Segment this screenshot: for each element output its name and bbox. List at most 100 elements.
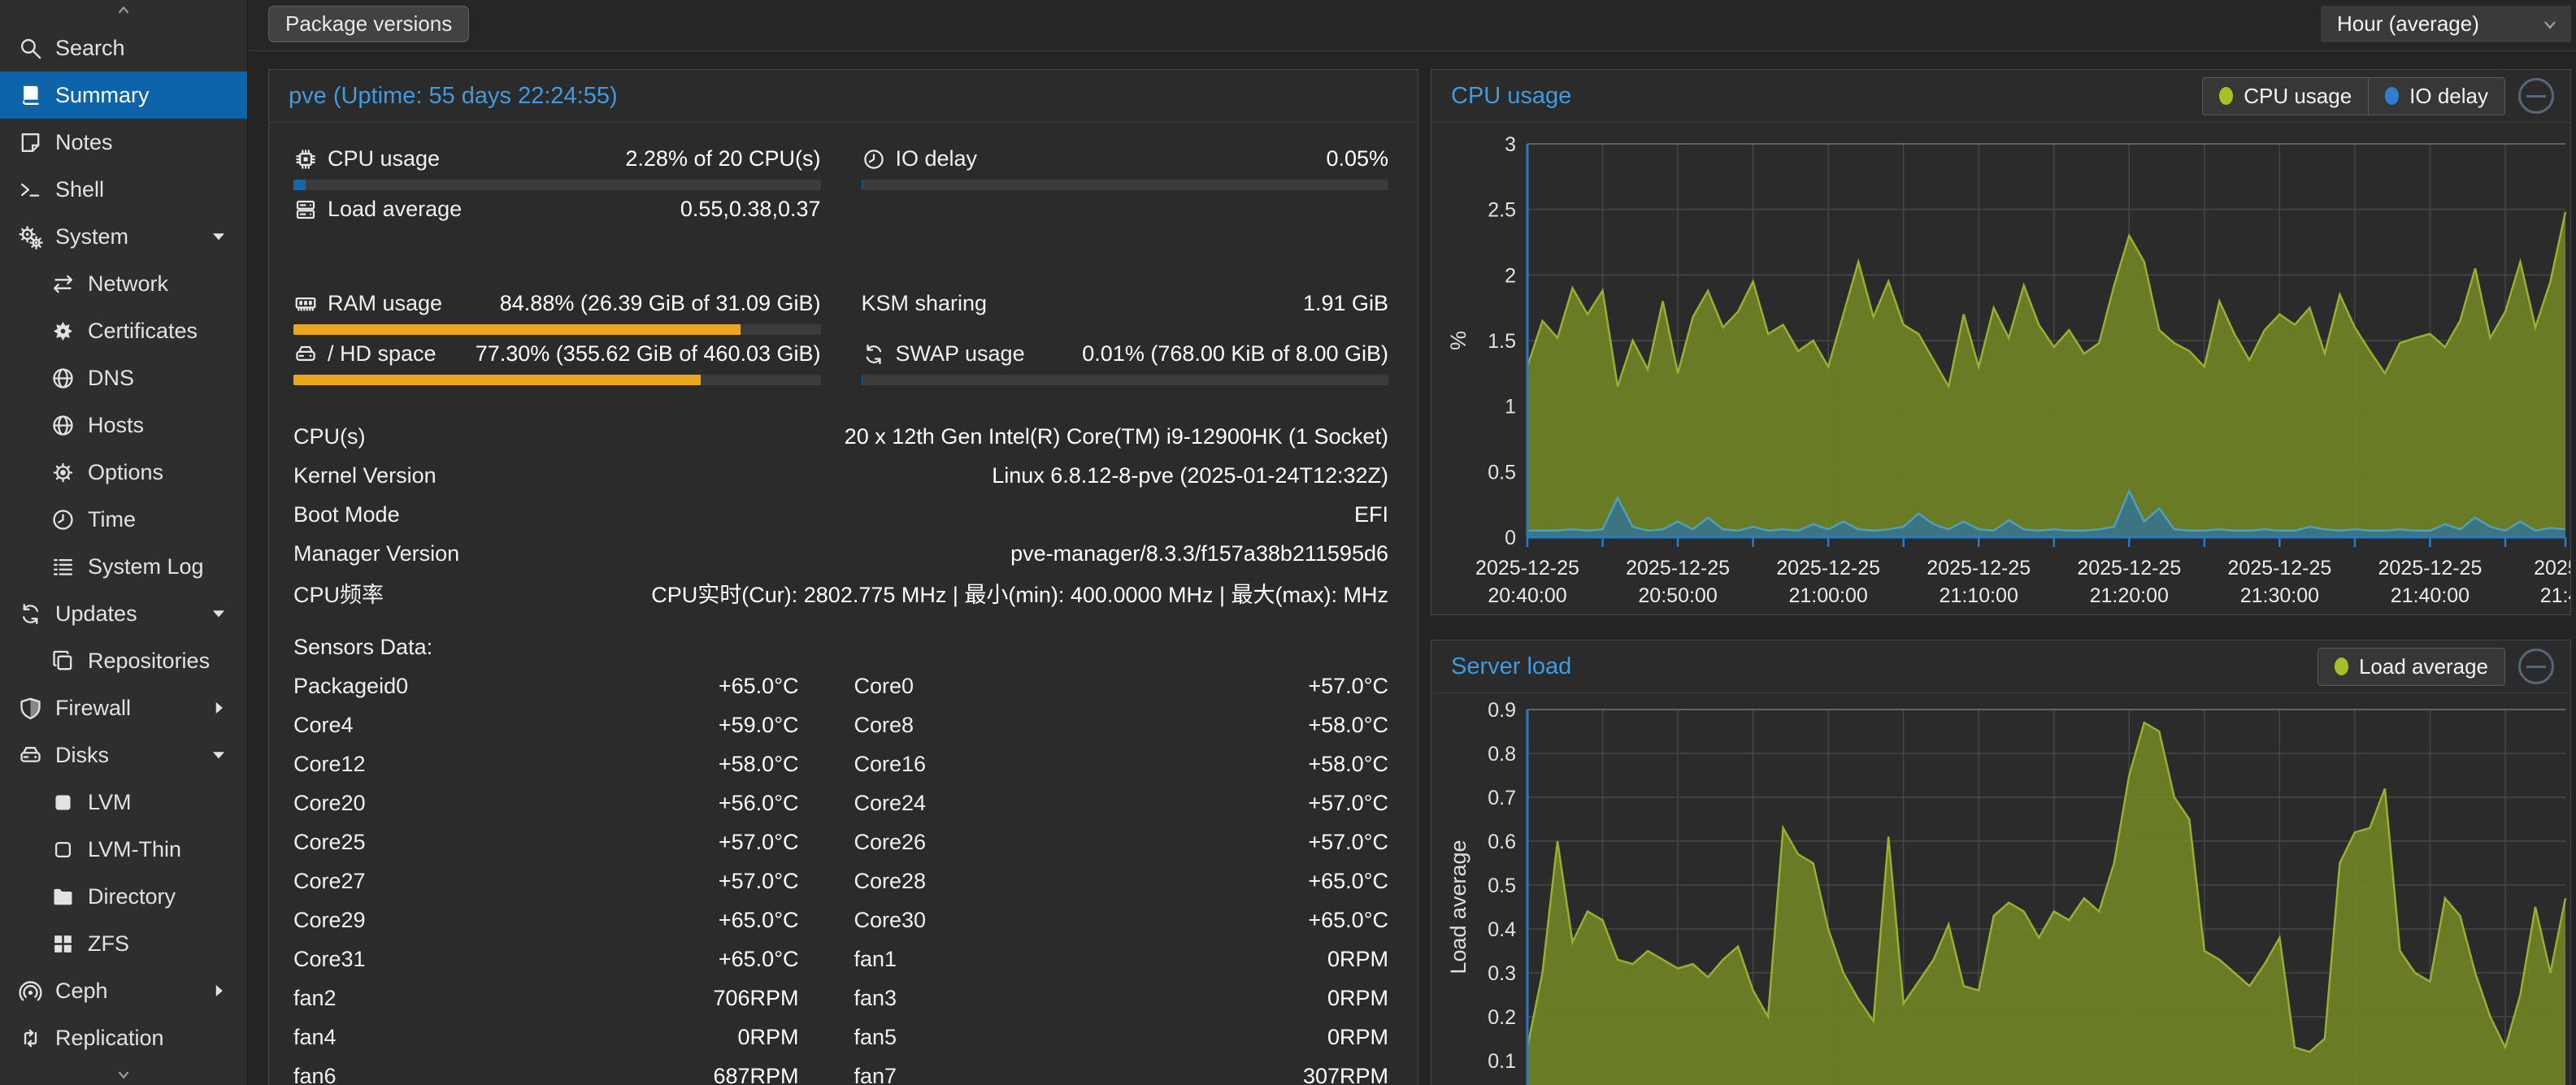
sidebar-item-network[interactable]: Network — [0, 260, 247, 307]
server-load-chart: 0.10.20.30.40.50.60.70.80.9Load average — [1431, 693, 2570, 1085]
sidebar-item-disks[interactable]: Disks — [0, 731, 247, 779]
sensor-value: +65.0°C — [719, 674, 799, 699]
caret-down-icon[interactable] — [208, 744, 229, 771]
sidebar-item-hosts[interactable]: Hosts — [0, 401, 247, 449]
caret-right-icon[interactable] — [208, 697, 229, 724]
sidebar-item-label: Options — [88, 460, 163, 485]
sensor-row: fan7307RPM — [841, 1057, 1389, 1085]
sidebar-item-lvm[interactable]: LVM — [0, 779, 247, 826]
sidebar-item-shell[interactable]: Shell — [0, 166, 247, 213]
load-panel-title: Server load — [1451, 653, 1571, 680]
sensor-row: Core31+65.0°C — [293, 940, 841, 979]
sensor-row: fan10RPM — [841, 940, 1389, 979]
info-row-value: 20 x 12th Gen Intel(R) Core(TM) i9-12900… — [845, 424, 1388, 449]
sensor-name: Core4 — [293, 713, 354, 738]
grid-icon — [50, 931, 88, 957]
status-spacer — [293, 241, 1388, 285]
square-filled-icon — [50, 790, 88, 815]
sensor-name: Core20 — [293, 791, 366, 816]
sidebar-item-replication[interactable]: Replication — [0, 1014, 247, 1061]
info-row-label: Manager Version — [293, 541, 459, 566]
sidebar-scroll-down-indicator[interactable] — [0, 1064, 247, 1085]
svg-text:0.7: 0.7 — [1488, 787, 1516, 809]
caret-down-icon[interactable] — [208, 603, 229, 630]
sensor-name: fan6 — [293, 1064, 337, 1085]
collapse-cpu-panel-button[interactable] — [2518, 78, 2554, 114]
sidebar-scroll-up-indicator[interactable] — [0, 0, 247, 21]
sidebar-item-updates[interactable]: Updates — [0, 590, 247, 637]
legend-item-cpu-usage[interactable]: CPU usage — [2203, 78, 2368, 115]
sidebar-item-directory[interactable]: Directory — [0, 873, 247, 920]
info-row-label: CPU(s) — [293, 424, 366, 449]
sensor-name: Core12 — [293, 752, 366, 777]
sensor-name: Core25 — [293, 830, 366, 855]
sensor-name: Core30 — [854, 908, 927, 933]
sidebar-item-dns[interactable]: DNS — [0, 354, 247, 401]
folder-icon — [50, 884, 88, 909]
sensor-value: +58.0°C — [1308, 713, 1388, 738]
sidebar-item-time[interactable]: Time — [0, 496, 247, 543]
sensor-value: 0RPM — [737, 1025, 798, 1050]
sensor-row: Core20 +56.0°C — [293, 783, 841, 822]
sidebar-item-system-log[interactable]: System Log — [0, 543, 247, 590]
sidebar-item-repositories[interactable]: Repositories — [0, 637, 247, 684]
server-load-chart-svg: 0.10.20.30.40.50.60.70.80.9Load average — [1431, 693, 2570, 1085]
status-item-label: IO delay — [896, 146, 978, 171]
timeframe-select[interactable]: Hour (average) — [2321, 6, 2571, 42]
sidebar-item-label: Time — [88, 507, 136, 532]
package-versions-button[interactable]: Package versions — [268, 6, 469, 42]
cpu-usage-bar — [293, 180, 821, 190]
sidebar-item-summary[interactable]: Summary — [0, 72, 247, 119]
sidebar-item-system[interactable]: System — [0, 213, 247, 260]
note-icon — [18, 130, 55, 155]
sidebar-item-label: LVM — [88, 790, 132, 815]
copy-icon — [50, 649, 88, 674]
svg-text:20:50:00: 20:50:00 — [1638, 584, 1717, 607]
sensor-row: Core0+57.0°C — [841, 666, 1389, 705]
status-item-value: 0.05% — [1326, 146, 1388, 171]
shield-icon — [18, 696, 55, 721]
info-row-label: CPU频率 — [293, 577, 384, 609]
sidebar-item-search[interactable]: Search — [0, 24, 247, 72]
status-item-label: KSM sharing — [862, 291, 988, 316]
sidebar-item-notes[interactable]: Notes — [0, 119, 247, 166]
sensor-value: 0RPM — [1327, 947, 1388, 972]
legend-dot — [2335, 658, 2348, 675]
sensor-name: Core8 — [854, 713, 914, 738]
sidebar-item-firewall[interactable]: Firewall — [0, 684, 247, 731]
sensor-row: Core27+57.0°C — [293, 861, 841, 901]
sidebar-item-zfs[interactable]: ZFS — [0, 920, 247, 967]
sensor-row: Core4+59.0°C — [293, 705, 841, 744]
sidebar-item-lvm-thin[interactable]: LVM-Thin — [0, 826, 247, 873]
sensor-value: +65.0°C — [1308, 908, 1388, 933]
info-row-manager-version: Manager Versionpve-manager/8.3.3/f157a38… — [269, 534, 1418, 573]
sensors-heading: Sensors Data: — [269, 612, 1418, 666]
sidebar-item-label: Hosts — [88, 413, 144, 438]
sidebar-item-label: Network — [88, 271, 168, 297]
caret-right-icon[interactable] — [208, 980, 229, 1007]
status-item-value: 0.55,0.38,0.37 — [680, 197, 821, 222]
svg-text:0.5: 0.5 — [1488, 461, 1516, 484]
sensor-row: fan50RPM — [841, 1018, 1389, 1057]
sensor-name: Core26 — [854, 830, 927, 855]
sidebar-item-options[interactable]: Options — [0, 449, 247, 496]
sensor-name: Packageid0 — [293, 674, 408, 699]
status-item-line: / HD space77.30% (355.62 GiB of 460.03 G… — [293, 336, 821, 372]
server-load-panel: Server load Load average 0.10.20.30.40.5… — [1431, 640, 2571, 1085]
minus-icon — [2526, 95, 2546, 98]
sensor-name: Core0 — [854, 674, 914, 699]
legend-item-load-average[interactable]: Load average — [2318, 649, 2504, 685]
sidebar-item-label: Directory — [88, 884, 176, 909]
sensor-value: +56.0°C — [719, 791, 799, 816]
legend-item-io-delay[interactable]: IO delay — [2368, 78, 2504, 115]
collapse-load-panel-button[interactable] — [2518, 649, 2554, 684]
cpu-panel-header: CPU usage CPU usageIO delay — [1431, 70, 2570, 123]
status-item-label: CPU usage — [328, 146, 440, 171]
globe-icon — [50, 366, 88, 391]
sensor-row: Core29+65.0°C — [293, 901, 841, 940]
sidebar-item-certificates[interactable]: Certificates — [0, 307, 247, 354]
sidebar-item-ceph[interactable]: Ceph — [0, 967, 247, 1014]
svg-text:2025-12-25: 2025-12-25 — [1475, 557, 1579, 579]
caret-down-icon[interactable] — [208, 226, 229, 253]
sensor-row: fan2706RPM — [293, 979, 841, 1018]
